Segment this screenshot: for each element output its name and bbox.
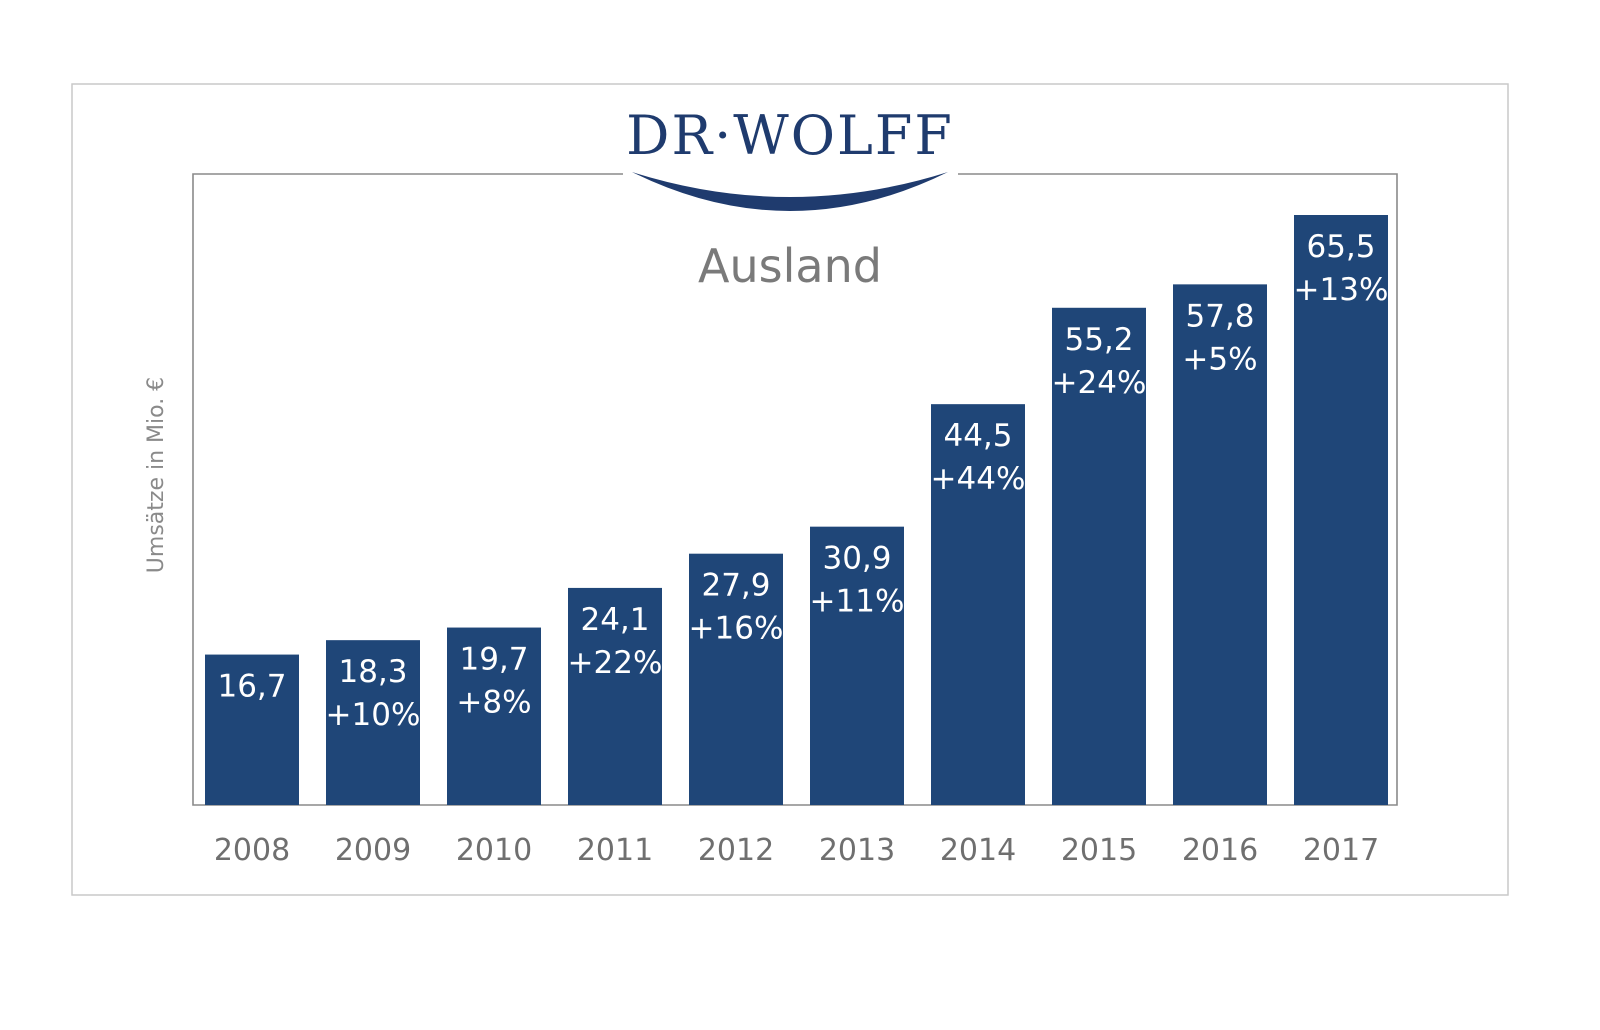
bar-2016 <box>1173 284 1267 805</box>
value-label-2011: 24,1 <box>580 602 649 638</box>
growth-label-2011: +22% <box>568 645 663 681</box>
bar-2008 <box>205 654 299 805</box>
growth-label-2015: +24% <box>1052 365 1147 401</box>
bar-2014 <box>931 404 1025 805</box>
growth-label-2016: +5% <box>1182 341 1257 377</box>
bars-group: 16,7 2008 18,3 +10% 2009 19,7 +8% 2010 24,1 +22% 2… <box>205 215 1388 868</box>
logo-wordmark: DR·WOLFF <box>626 104 954 167</box>
bar-2012 <box>689 553 783 805</box>
bar-2013 <box>810 526 904 805</box>
x-tick-2010: 2010 <box>456 833 532 868</box>
value-label-2009: 18,3 <box>338 654 407 690</box>
value-label-2015: 55,2 <box>1064 322 1133 358</box>
y-axis-label: Umsätze in Mio. € <box>144 377 169 573</box>
x-tick-2015: 2015 <box>1061 833 1137 868</box>
chart-title: Ausland <box>698 239 882 293</box>
x-tick-2012: 2012 <box>698 833 774 868</box>
x-tick-2011: 2011 <box>577 833 653 868</box>
company-logo: DR·WOLFF <box>626 104 954 211</box>
bar-2011 <box>568 587 662 805</box>
x-tick-2009: 2009 <box>335 833 411 868</box>
x-tick-2013: 2013 <box>819 833 895 868</box>
plot-area-border <box>192 173 1398 806</box>
x-tick-2017: 2017 <box>1303 833 1379 868</box>
growth-label-2013: +11% <box>810 584 905 620</box>
bar-2015 <box>1052 307 1146 805</box>
value-label-2013: 30,9 <box>822 541 891 577</box>
value-label-2010: 19,7 <box>459 642 528 678</box>
growth-label-2014: +44% <box>931 461 1026 497</box>
value-label-2012: 27,9 <box>701 568 770 604</box>
chart-frame <box>71 83 1509 896</box>
growth-label-2010: +8% <box>456 685 531 721</box>
growth-label-2009: +10% <box>326 697 421 733</box>
growth-label-2017: +13% <box>1294 272 1389 308</box>
x-tick-2014: 2014 <box>940 833 1016 868</box>
bar-2017 <box>1294 215 1388 805</box>
value-label-2017: 65,5 <box>1306 229 1375 265</box>
growth-label-2012: +16% <box>689 611 784 647</box>
value-label-2016: 57,8 <box>1185 298 1254 334</box>
logo-swoosh <box>632 172 948 211</box>
x-tick-2008: 2008 <box>214 833 290 868</box>
bar-2010 <box>447 627 541 805</box>
bar-2009 <box>326 640 420 805</box>
value-label-2014: 44,5 <box>943 418 1012 454</box>
x-tick-2016: 2016 <box>1182 833 1258 868</box>
value-label-2008: 16,7 <box>217 669 286 705</box>
